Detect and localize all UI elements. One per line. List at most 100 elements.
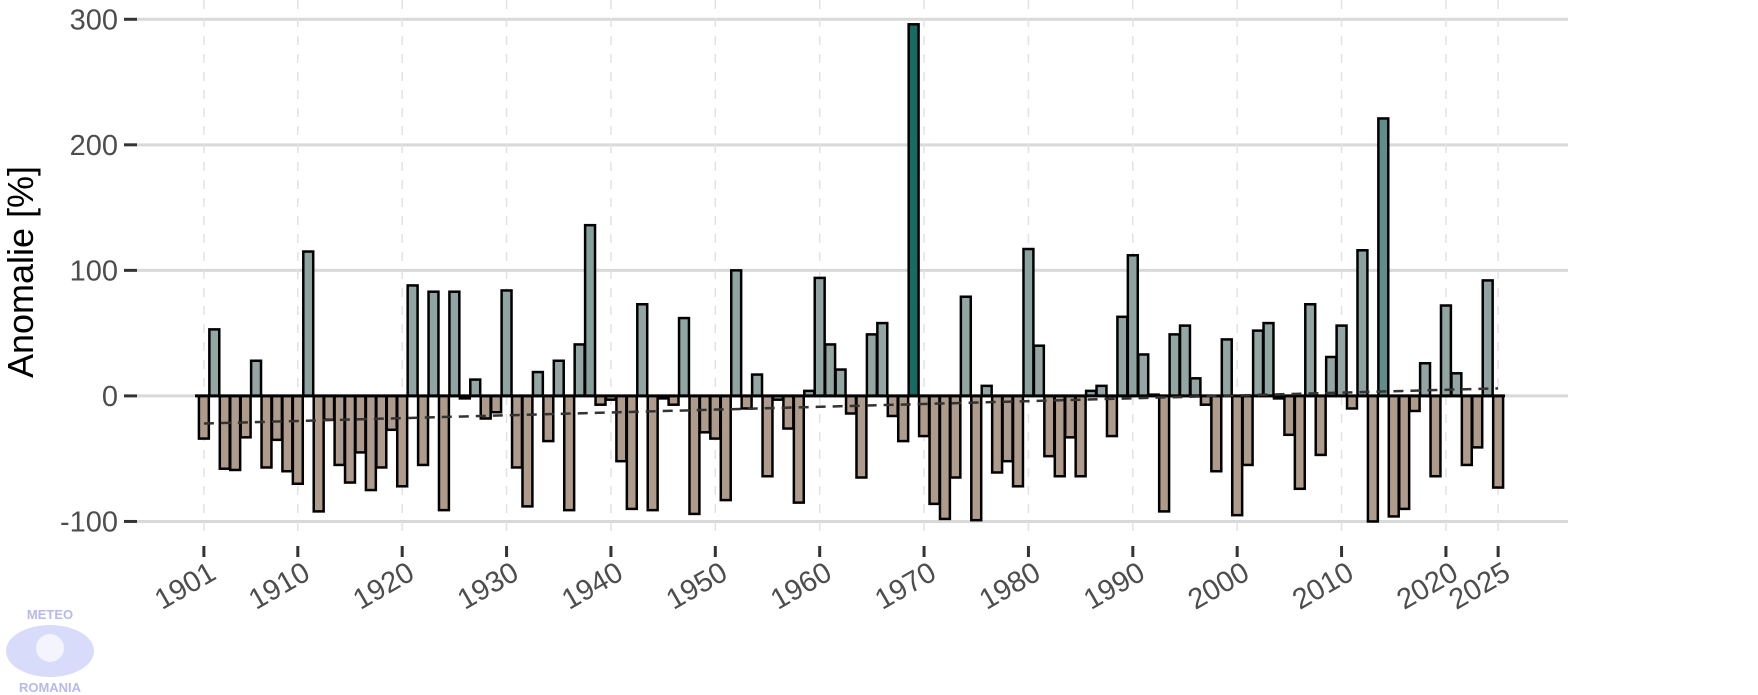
bar — [1408, 394, 1421, 413]
bar — [573, 343, 586, 398]
bar — [1397, 394, 1411, 511]
bar — [750, 373, 764, 398]
bar — [1324, 355, 1338, 398]
bar — [646, 394, 659, 512]
bar — [1053, 394, 1066, 478]
bar — [740, 394, 753, 410]
bar — [354, 394, 367, 454]
bar — [949, 394, 962, 479]
bar — [907, 23, 920, 398]
bar — [855, 394, 868, 479]
x-tick-label: 1910 — [243, 556, 315, 616]
bar — [709, 394, 722, 440]
bar — [823, 343, 837, 398]
bar — [510, 394, 524, 469]
bar — [1178, 324, 1192, 398]
bar — [928, 394, 941, 506]
bar — [416, 394, 430, 467]
bar — [489, 394, 503, 414]
bar — [615, 394, 628, 463]
bar — [406, 284, 419, 398]
bar — [291, 394, 305, 486]
bar — [1095, 384, 1108, 398]
bar — [1241, 394, 1254, 467]
bar — [583, 223, 597, 398]
bar — [1043, 394, 1056, 458]
bar — [1210, 394, 1223, 473]
bar — [636, 303, 649, 398]
bar — [1387, 394, 1400, 518]
bar — [896, 394, 910, 443]
x-tick-label: 2010 — [1287, 556, 1359, 616]
bar — [938, 394, 952, 521]
bar — [427, 290, 440, 398]
bar — [1022, 247, 1035, 398]
bar — [1293, 394, 1307, 491]
bar — [1001, 394, 1014, 463]
bar — [322, 394, 336, 422]
bar — [1491, 394, 1505, 489]
x-tick-label: 1920 — [348, 556, 420, 616]
bar — [688, 394, 701, 516]
bar — [1262, 321, 1275, 398]
bar — [980, 384, 993, 398]
bar — [1471, 394, 1484, 449]
bar — [719, 394, 732, 502]
y-tick-label: 300 — [70, 4, 118, 36]
bar — [364, 394, 378, 492]
bar — [1189, 377, 1202, 398]
bar — [1220, 338, 1233, 398]
x-tick-label: 1970 — [870, 556, 942, 616]
bar — [917, 394, 931, 438]
bar — [876, 321, 889, 398]
bar — [385, 394, 398, 432]
bar — [1063, 394, 1077, 439]
bar — [1230, 394, 1244, 517]
x-tick-label: 1940 — [557, 556, 629, 616]
bar — [1283, 394, 1296, 437]
bar — [469, 378, 482, 398]
bar — [542, 394, 555, 443]
logo-bottom: ROMANIA — [19, 680, 82, 695]
bar — [1356, 249, 1369, 398]
y-tick-label: 100 — [70, 255, 118, 287]
bar — [865, 333, 879, 398]
bar — [448, 290, 461, 398]
bar — [500, 289, 513, 398]
bar — [1429, 394, 1442, 478]
bar — [1335, 324, 1348, 398]
bar — [1116, 315, 1129, 398]
x-tick-label: 2000 — [1183, 556, 1255, 616]
bar — [333, 394, 346, 467]
bar — [1304, 303, 1317, 398]
bar — [1168, 333, 1181, 398]
bar — [729, 269, 743, 398]
bar — [1251, 329, 1265, 398]
bar — [1157, 394, 1171, 513]
bar — [792, 394, 806, 504]
bar — [552, 359, 565, 398]
bar — [218, 394, 231, 470]
logo-top: METEO — [27, 607, 73, 622]
bar — [959, 295, 973, 398]
bar — [990, 394, 1004, 474]
bar — [782, 394, 795, 430]
y-tick-label: -100 — [60, 506, 118, 538]
bar — [677, 316, 691, 398]
bar — [834, 368, 847, 398]
x-tick-label: 1980 — [974, 556, 1046, 616]
bar — [1314, 394, 1327, 457]
x-tick-label: 2025 — [1444, 556, 1516, 616]
bar — [1345, 394, 1359, 410]
bar — [260, 394, 273, 469]
bar — [239, 394, 252, 439]
logo-icon — [36, 634, 64, 662]
bar — [228, 394, 242, 472]
y-tick-label: 0 — [102, 381, 118, 413]
bar — [698, 394, 712, 434]
bar — [1105, 394, 1119, 438]
x-tick-label: 1930 — [452, 556, 524, 616]
bar — [197, 394, 211, 440]
bar — [1439, 304, 1453, 398]
